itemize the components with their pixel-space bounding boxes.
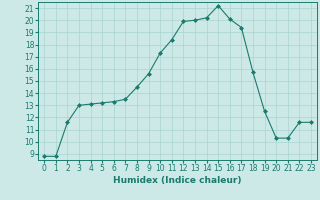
X-axis label: Humidex (Indice chaleur): Humidex (Indice chaleur) xyxy=(113,176,242,185)
